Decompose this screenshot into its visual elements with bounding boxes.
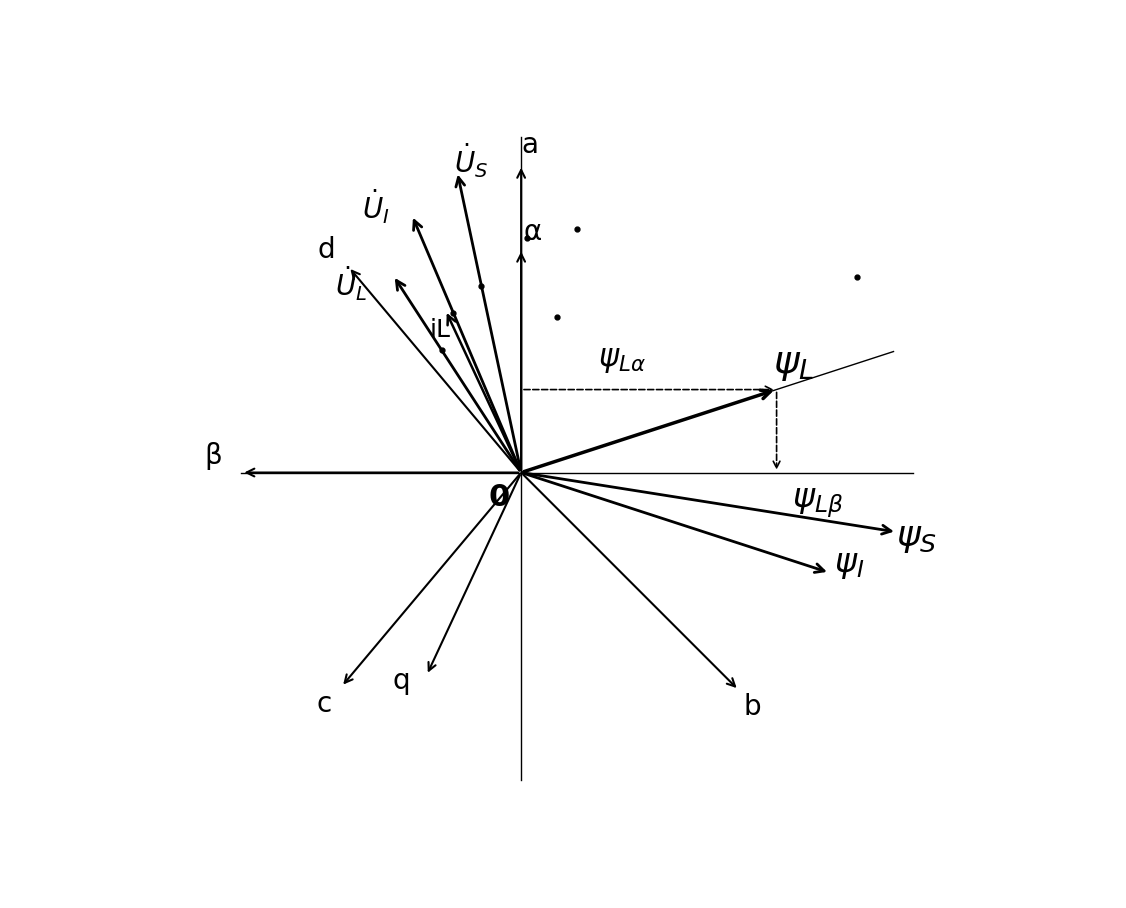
Text: $\dot{U}_L$: $\dot{U}_L$ <box>336 265 367 303</box>
Text: q: q <box>393 666 410 695</box>
Text: d: d <box>318 236 336 264</box>
Text: $\psi_S$: $\psi_S$ <box>896 520 937 555</box>
Text: $\dot{U}_I$: $\dot{U}_I$ <box>361 188 390 226</box>
Text: α: α <box>524 218 542 246</box>
Text: iL: iL <box>429 318 450 342</box>
Text: $\psi_{L\beta}$: $\psi_{L\beta}$ <box>792 487 843 520</box>
Text: $\psi_I$: $\psi_I$ <box>834 548 865 581</box>
Text: $\psi_L$: $\psi_L$ <box>772 345 814 383</box>
Text: c: c <box>318 689 332 717</box>
Text: $\psi_{L\alpha}$: $\psi_{L\alpha}$ <box>598 346 645 375</box>
Text: 0: 0 <box>489 483 509 512</box>
Text: $\dot{U}_S$: $\dot{U}_S$ <box>454 142 489 180</box>
Text: a: a <box>521 132 538 159</box>
Text: b: b <box>744 693 761 721</box>
Text: β: β <box>205 442 223 469</box>
